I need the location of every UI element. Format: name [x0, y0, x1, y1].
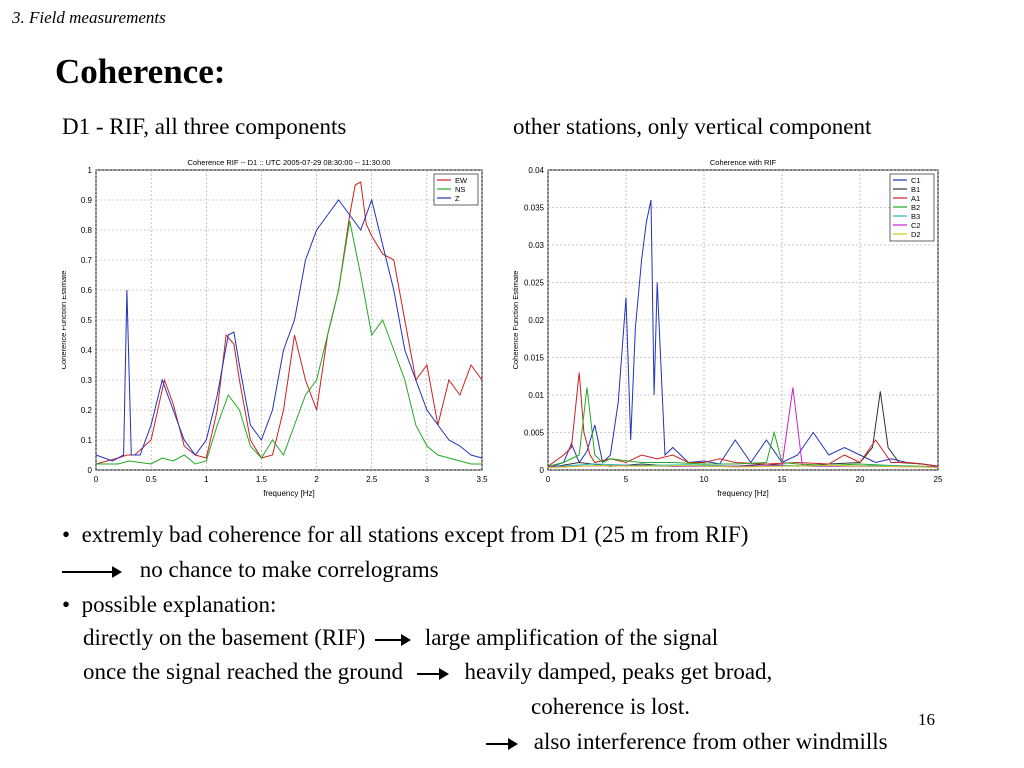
y-tick-label: 0.03	[528, 241, 544, 250]
legend-label-C1: C1	[911, 176, 921, 185]
series-line-Z	[95, 198, 483, 462]
plot-area	[547, 169, 939, 471]
series-line-C1	[547, 199, 939, 469]
right-arrow-icon	[486, 737, 518, 750]
x-tick-label: 25	[934, 475, 943, 484]
series-line-A1	[547, 372, 939, 467]
x-tick-label: 15	[778, 475, 787, 484]
chart-title: Coherence with RIF	[710, 158, 777, 167]
x-tick-label: 1.5	[256, 475, 268, 484]
y-tick-label: 0.9	[81, 196, 93, 205]
y-tick-label: 0.6	[81, 286, 93, 295]
series-line-NS	[96, 220, 482, 465]
y-tick-label: 0.015	[524, 354, 545, 363]
x-tick-label: 10	[700, 475, 709, 484]
y-tick-label: 0.005	[524, 429, 545, 438]
y-tick-label: 1	[88, 166, 93, 175]
bullet-text: possible explanation:	[81, 592, 277, 617]
y-tick-label: 0.7	[81, 256, 93, 265]
left-chart-caption: D1 - RIF, all three components	[62, 114, 347, 139]
series-line-B2	[547, 387, 939, 468]
y-tick-label: 0	[540, 466, 545, 475]
chart-title: Coherence RIF -- D1 :: UTC 2005-07-29 08…	[188, 158, 391, 167]
slide-title: Coherence:	[55, 52, 226, 91]
bullet-line-1: • extremly bad coherence for all station…	[62, 522, 748, 548]
x-tick-label: 20	[856, 475, 865, 484]
y-tick-label: 0.1	[81, 436, 93, 445]
x-tick-label: 5	[624, 475, 629, 484]
line-text: no chance to make correlograms	[139, 557, 439, 582]
bullet-line-2: • possible explanation:	[62, 592, 276, 618]
x-tick-label: 3	[425, 475, 430, 484]
line-5: once the signal reached the ground heavi…	[83, 659, 772, 685]
x-tick-label: 2	[314, 475, 319, 484]
y-tick-label: 0.02	[528, 316, 544, 325]
legend-label-NS: NS	[455, 185, 465, 194]
line-text: large amplification of the signal	[424, 625, 719, 650]
x-tick-label: 3.5	[476, 475, 488, 484]
y-tick-label: 0.8	[81, 226, 93, 235]
line-text: also interference from other windmills	[533, 729, 888, 754]
y-tick-label: 0.035	[524, 204, 545, 213]
x-tick-label: 0	[546, 475, 551, 484]
legend-label-B1: B1	[911, 185, 920, 194]
right-coherence-chart: 0 5 10 15 20 25 0 0.005 0.01 0.015 0.02 0.025 0.03 0.…	[511, 158, 943, 498]
y-tick-label: 0.2	[81, 406, 93, 415]
line-4: directly on the basement (RIF) large amp…	[83, 625, 718, 651]
bullet-marker: •	[62, 592, 71, 617]
section-label: 3. Field measurements	[12, 8, 166, 27]
y-tick-label: 0.04	[528, 166, 544, 175]
legend-label-A1: A1	[911, 194, 920, 203]
y-tick-label: 0.025	[524, 279, 545, 288]
legend-label-Z: Z	[455, 194, 460, 203]
right-arrow-icon	[375, 633, 412, 646]
y-tick-label: 0	[88, 466, 93, 475]
series-line-EW	[95, 181, 483, 465]
page-number: 16	[918, 710, 935, 729]
line-text: once the signal reached the ground	[83, 659, 403, 684]
y-tick-label: 0.3	[81, 376, 93, 385]
y-tick-label: 0.5	[81, 316, 93, 325]
line-text: heavily damped, peaks get broad,	[464, 659, 773, 684]
legend-label-D2: D2	[911, 230, 921, 239]
right-arrow-icon	[62, 565, 122, 578]
bullet-text: extremly bad coherence for all stations …	[81, 522, 749, 547]
legend-label-EW: EW	[455, 176, 468, 185]
x-tick-label: 0	[94, 475, 99, 484]
y-axis-label: Coherence Function Estimate	[62, 271, 68, 370]
x-tick-label: 2.5	[366, 475, 378, 484]
legend-label-C2: C2	[911, 221, 921, 230]
x-tick-label: 0.5	[146, 475, 158, 484]
y-tick-label: 0.01	[528, 391, 544, 400]
line-2: no chance to make correlograms	[62, 557, 439, 583]
line-6: coherence is lost.	[531, 694, 691, 719]
line-7: also interference from other windmills	[486, 729, 888, 755]
line-text: directly on the basement (RIF)	[83, 625, 366, 650]
x-tick-label: 1	[204, 475, 209, 484]
x-axis-label: frequency [Hz]	[263, 489, 315, 498]
x-axis-label: frequency [Hz]	[717, 489, 769, 498]
legend-label-B3: B3	[911, 212, 920, 221]
series-line-D2	[547, 464, 939, 469]
y-axis-label: Coherence Function Estimate	[511, 271, 520, 370]
legend-label-B2: B2	[911, 203, 920, 212]
right-chart-caption: other stations, only vertical component	[513, 114, 872, 139]
bullet-marker: •	[62, 522, 71, 547]
right-arrow-icon	[416, 667, 449, 680]
left-coherence-chart: 0 0.5 1 1.5 2 2.5 3 3.5 0 0.1 0.2 0.3 0.4 0.5 0.6 0.7 0.…	[62, 158, 488, 498]
y-tick-label: 0.4	[81, 346, 93, 355]
